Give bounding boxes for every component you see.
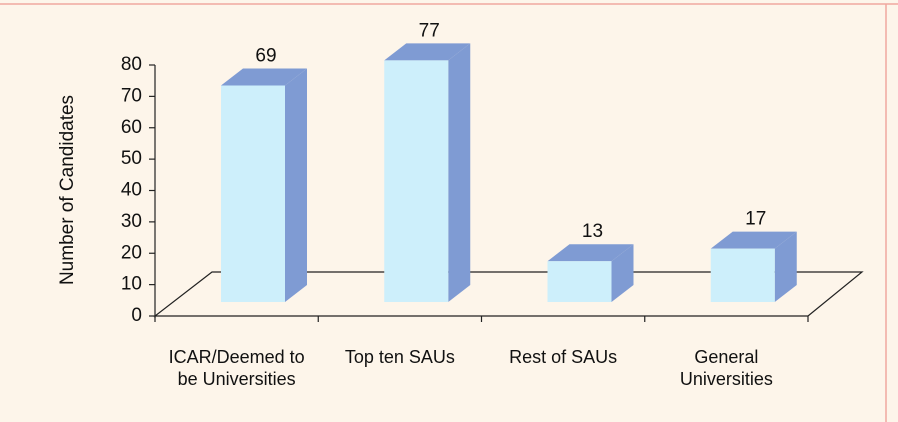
value-label: 17 bbox=[745, 209, 766, 230]
value-label: 13 bbox=[582, 221, 603, 242]
y-tick-label: 10 bbox=[121, 274, 142, 295]
bar bbox=[710, 248, 775, 302]
bar-top bbox=[547, 244, 634, 262]
y-tick-label: 40 bbox=[121, 180, 142, 201]
bar-top bbox=[384, 43, 471, 61]
bar-side bbox=[285, 68, 307, 302]
bar-side bbox=[448, 43, 471, 302]
bar bbox=[221, 85, 285, 302]
y-axis-label: Number of Candidates bbox=[57, 95, 78, 285]
x-tick-label: Rest of SAUs bbox=[509, 347, 618, 367]
y-tick-label: 50 bbox=[121, 148, 142, 169]
bar-top bbox=[710, 231, 797, 249]
x-tick-label: Top ten SAUs bbox=[344, 347, 455, 367]
x-tick-label: General Universities bbox=[679, 347, 773, 389]
y-tick-label: 0 bbox=[131, 305, 142, 326]
value-label: 69 bbox=[255, 46, 276, 67]
y-tick-label: 80 bbox=[121, 54, 142, 75]
bar bbox=[547, 261, 612, 302]
y-tick-label: 20 bbox=[121, 242, 142, 263]
bar-side bbox=[774, 231, 797, 302]
value-label: 77 bbox=[419, 20, 440, 41]
y-tick-label: 60 bbox=[121, 117, 142, 138]
floor bbox=[153, 271, 864, 317]
y-tick-label: 70 bbox=[121, 85, 142, 106]
bar-top bbox=[221, 68, 307, 86]
y-tick-label: 30 bbox=[121, 211, 142, 232]
bar-side bbox=[611, 244, 634, 302]
bar bbox=[384, 60, 449, 302]
x-tick-label: ICAR/Deemed to be Universities bbox=[168, 347, 305, 389]
